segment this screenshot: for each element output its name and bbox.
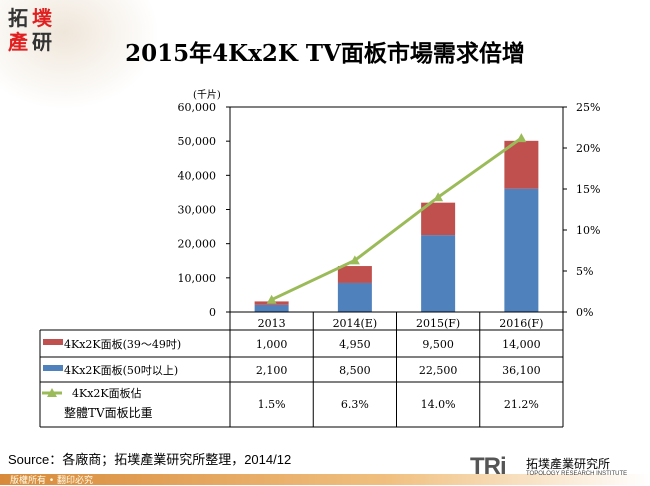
line-marker [516, 133, 527, 143]
y-tick-label: 20,000 [178, 238, 217, 251]
legend-label: 4Kx2K面板佔 [72, 386, 142, 400]
line-series [270, 136, 523, 302]
y-tick-label: 40,000 [178, 169, 217, 182]
data-label: 22,500 [419, 364, 458, 377]
data-label: 14,000 [502, 338, 541, 351]
category-label: 2016(F) [499, 317, 543, 330]
bar-50-plus [421, 235, 456, 312]
y-tick-label: 30,000 [178, 204, 217, 217]
y2-tick-label: 10% [576, 224, 600, 237]
y-axis-label: (千片) [193, 88, 221, 101]
line-marker [266, 294, 277, 304]
y2-tick-label: 0% [576, 306, 593, 319]
legend-swatch-50-plus [43, 365, 63, 371]
footer-bar: 版權所有 • 翻印必究 [0, 474, 650, 486]
legend-marker [47, 388, 57, 397]
data-label: 1.5% [258, 398, 286, 411]
y-tick-label: 50,000 [178, 135, 217, 148]
copyright: 版權所有 • 翻印必究 [10, 476, 94, 486]
logo: 拓 墣 產 研 [8, 6, 60, 58]
brand-mark: TRi [470, 453, 507, 480]
y-tick-label: 10,000 [178, 272, 217, 285]
y2-tick-label: 5% [576, 265, 593, 278]
data-label: 14.0% [421, 398, 456, 411]
page-title: 2015年4Kx2K TV面板市場需求倍增 [125, 40, 525, 67]
legend-swatch-39-49 [43, 339, 63, 345]
legend-label: 整體TV面板比重 [64, 405, 153, 420]
logo-char: 產 [8, 30, 28, 54]
line-marker [349, 255, 360, 265]
line-marker [433, 192, 444, 202]
brand-en: TOPOLOGY RESEARCH INSTITUTE [526, 471, 628, 477]
data-label: 21.2% [504, 398, 539, 411]
source-note: Source：各廠商；拓墣產業研究所整理，2014/12 [8, 452, 292, 467]
brand-cn: 拓墣產業研究所 [526, 457, 611, 471]
legend-label: 4Kx2K面板(50吋以上) [64, 363, 178, 377]
y-tick-label: 60,000 [178, 101, 217, 114]
data-label: 2,100 [256, 364, 288, 377]
data-label: 4,950 [339, 338, 371, 351]
bar-50-plus [254, 304, 289, 312]
category-label: 2015(F) [416, 317, 460, 330]
data-label: 1,000 [256, 338, 288, 351]
bar-39-49 [421, 202, 456, 236]
bar-50-plus [504, 188, 539, 312]
y2-tick-label: 15% [576, 183, 600, 196]
logo-char: 拓 [8, 6, 28, 30]
legend-label: 4Kx2K面板(39～49吋) [64, 337, 181, 351]
background-map [0, 0, 160, 110]
data-label: 6.3% [341, 398, 369, 411]
category-label: 2013 [258, 317, 286, 330]
bar-39-49 [504, 140, 539, 189]
category-label: 2014(E) [333, 317, 378, 330]
logo-char: 墣 [32, 6, 52, 30]
logo-char: 研 [32, 30, 52, 54]
y-tick-label: 0 [209, 306, 216, 319]
data-label: 36,100 [502, 364, 541, 377]
y2-tick-label: 25% [576, 101, 600, 114]
data-label: 8,500 [339, 364, 371, 377]
brand-logo: TRi 拓墣產業研究所 TOPOLOGY RESEARCH INSTITUTE [470, 453, 627, 481]
y2-tick-label: 20% [576, 142, 600, 155]
bar-50-plus [337, 282, 372, 312]
bar-39-49 [337, 266, 372, 283]
data-label: 9,500 [422, 338, 454, 351]
